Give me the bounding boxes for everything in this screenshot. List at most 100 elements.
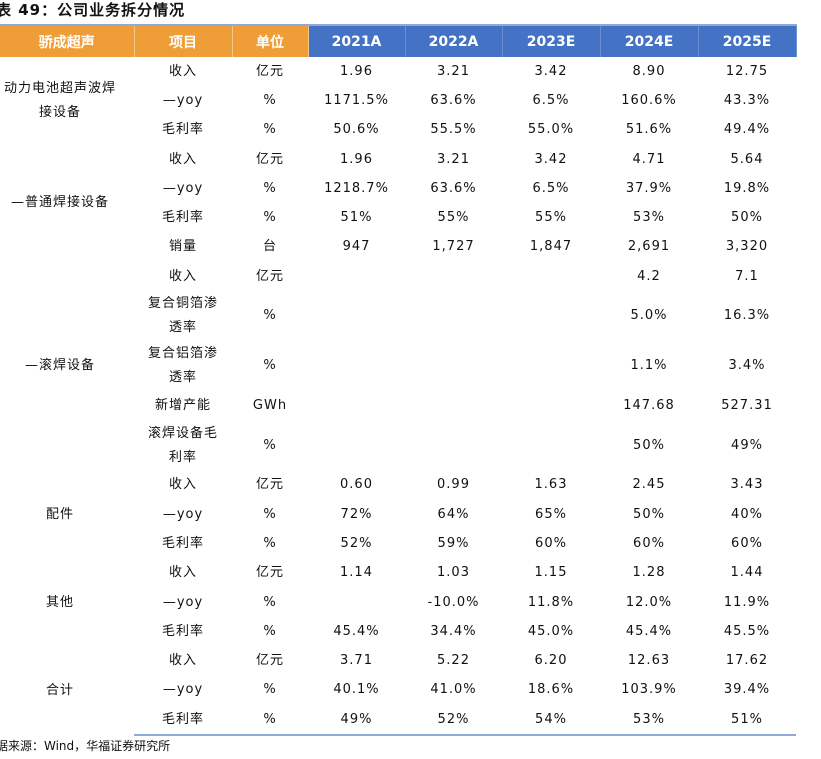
- value-cell: 53%: [600, 705, 698, 737]
- value-cell: 2,691: [627, 239, 671, 255]
- value-cell: 0.99: [437, 477, 470, 493]
- item-label: —yoy: [162, 180, 204, 196]
- unit-label: %: [263, 623, 277, 639]
- value-cell: 19.8%: [723, 180, 771, 196]
- value-cell: [308, 341, 405, 391]
- group-label: 配件: [45, 506, 74, 522]
- group-label: 合计: [45, 682, 74, 698]
- value-cell: 18.6%: [527, 682, 575, 698]
- value-cell: 40%: [731, 506, 763, 522]
- value-cell: 947: [342, 239, 371, 255]
- item-label: 复合铝箔渗透率: [148, 346, 219, 386]
- value-cell: 40.1%: [333, 682, 380, 698]
- value-cell: 1,847: [529, 239, 573, 255]
- value-cell: 1.44: [730, 565, 764, 581]
- header-year: 2023E: [502, 24, 601, 57]
- table-row: —普通焊接设备 收入 亿元 1.96 3.21 3.42 4.71 5.64: [0, 145, 796, 211]
- table-row: 毛利率% 45.4% 34.4% 45.0% 45.4% 45.5%: [0, 617, 796, 646]
- item-label: 收入: [168, 268, 197, 284]
- value-cell: [405, 421, 502, 471]
- item-label: 收入: [168, 565, 197, 581]
- group-label: —滚焊设备: [24, 358, 95, 374]
- value-cell: [405, 341, 502, 391]
- unit-label: 亿元: [255, 653, 284, 669]
- value-cell: 1,727: [432, 239, 475, 255]
- value-cell: 41.0%: [430, 682, 477, 698]
- value-cell: [502, 421, 600, 471]
- unit-label: %: [263, 535, 277, 551]
- value-cell: 63.6%: [430, 92, 477, 108]
- value-cell: 1171.5%: [324, 92, 389, 108]
- value-cell: 3.4%: [728, 358, 766, 374]
- value-cell: [502, 291, 600, 341]
- value-cell: 5.0%: [630, 308, 668, 324]
- unit-label: %: [263, 308, 277, 324]
- value-cell: 55.5%: [430, 122, 477, 138]
- value-cell: 12.0%: [625, 594, 673, 610]
- unit-label: 亿元: [255, 151, 284, 167]
- value-cell: 147.68: [623, 398, 675, 414]
- table-row: 动力电池超声波焊接设备 收入 亿元 1.96 3.21 3.42 8.90 12.75: [0, 57, 796, 120]
- value-cell: [308, 588, 405, 617]
- unit-label: 亿元: [255, 477, 284, 493]
- item-label: 收入: [168, 63, 197, 79]
- value-cell: 1.96: [340, 151, 373, 167]
- unit-label: 台: [262, 239, 277, 255]
- item-label: 销量: [168, 239, 197, 255]
- group-label: —普通焊接设备: [10, 195, 109, 211]
- value-cell: 1.14: [340, 565, 373, 581]
- value-cell: 51%: [698, 705, 796, 737]
- unit-label: 亿元: [255, 268, 284, 284]
- header-row: 骄成超声 项目 单位 2021A 2022A 2023E 2024E 2025E: [0, 24, 797, 57]
- item-label: 毛利率: [161, 210, 204, 226]
- table-row: 复合铝箔渗透率% 1.1% 3.4%: [0, 341, 796, 391]
- value-cell: 63.6%: [430, 180, 477, 196]
- table-row: 毛利率% 51% 55% 55% 53% 50%: [0, 203, 796, 232]
- value-cell: 4.71: [632, 151, 666, 167]
- value-cell: 64%: [437, 506, 470, 522]
- value-cell: 4.2: [637, 268, 661, 284]
- value-cell: 16.3%: [723, 308, 771, 324]
- value-cell: 0.60: [340, 477, 373, 493]
- value-cell: 45.0%: [527, 623, 575, 639]
- value-cell: 45.4%: [333, 623, 380, 639]
- value-cell: 1.96: [340, 63, 373, 79]
- header-year: 2022A: [405, 24, 503, 57]
- value-cell: 65%: [535, 506, 567, 522]
- value-cell: 1218.7%: [324, 180, 389, 196]
- value-cell: 49%: [731, 437, 763, 453]
- item-label: —yoy: [162, 92, 204, 108]
- value-cell: 52%: [340, 535, 373, 551]
- table-row: 滚焊设备毛利率% 50% 49%: [0, 421, 796, 471]
- value-cell: [308, 421, 405, 471]
- item-label: —yoy: [162, 682, 204, 698]
- value-cell: 12.63: [627, 653, 671, 669]
- header-year: 2025E: [698, 24, 797, 57]
- value-cell: 55%: [437, 210, 470, 226]
- unit-label: %: [263, 437, 277, 453]
- value-cell: 55%: [535, 210, 567, 226]
- value-cell: 17.62: [725, 653, 769, 669]
- unit-label: %: [263, 506, 277, 522]
- table-row: 配件 收入 亿元 0.60 0.99 1.63 2.45 3.43: [0, 471, 796, 521]
- value-cell: 3.42: [534, 151, 568, 167]
- table-row: 毛利率% 52% 59% 60% 60% 60%: [0, 529, 796, 558]
- value-cell: 54%: [502, 705, 600, 737]
- value-cell: [405, 291, 502, 341]
- value-cell: 49.4%: [723, 122, 771, 138]
- item-label: —yoy: [162, 594, 204, 610]
- item-label: 收入: [168, 151, 197, 167]
- unit-label: %: [263, 122, 277, 138]
- header-year: 2021A: [308, 24, 406, 57]
- table-row: —yoy% 40.1% 41.0% 18.6% 103.9% 39.4%: [0, 676, 796, 705]
- value-cell: [308, 291, 405, 341]
- unit-label: %: [232, 705, 308, 737]
- group-label: 动力电池超声波焊接设备: [3, 80, 116, 120]
- value-cell: 1.15: [534, 565, 568, 581]
- business-breakdown-table: 骄成超声 项目 单位 2021A 2022A 2023E 2024E 2025E…: [0, 24, 797, 737]
- item-label: 毛利率: [161, 623, 204, 639]
- value-cell: 160.6%: [621, 92, 677, 108]
- value-cell: 7.1: [735, 268, 759, 284]
- unit-label: %: [263, 358, 277, 374]
- value-cell: 6.5%: [532, 180, 570, 196]
